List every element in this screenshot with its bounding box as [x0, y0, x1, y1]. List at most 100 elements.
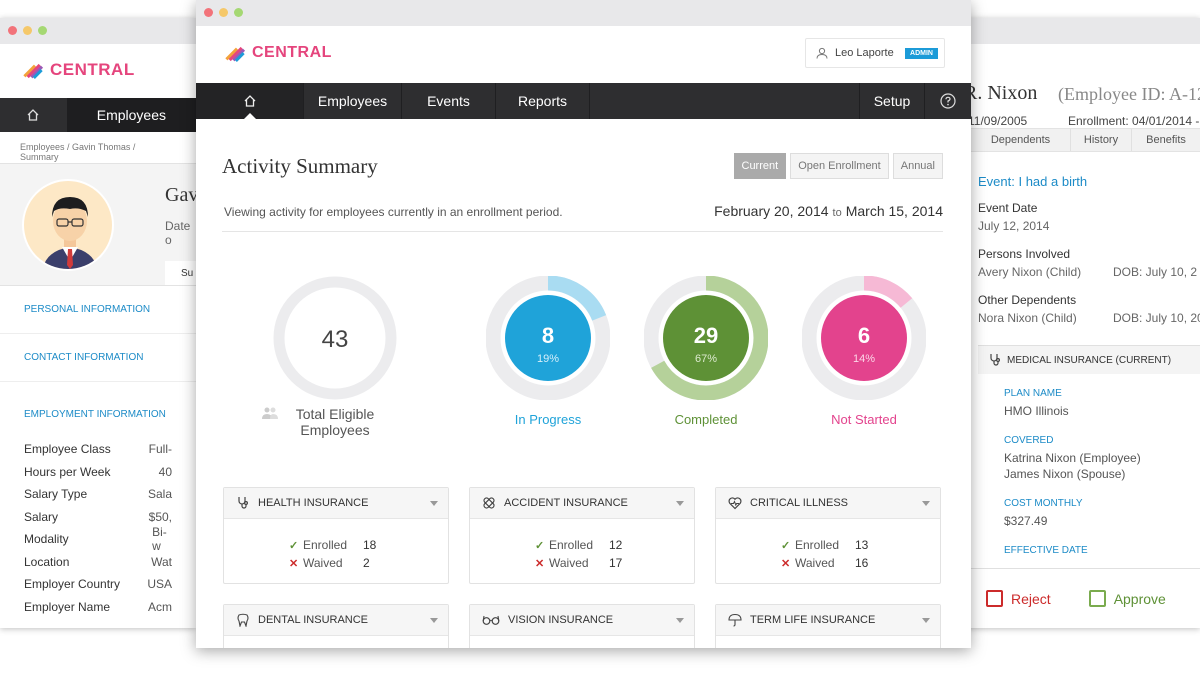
card-health-insurance[interactable]: HEALTH INSURANCE ✓ Enrolled 18 ✕ Waived 2 [223, 487, 449, 584]
completed-percent: 67% [695, 353, 717, 365]
in-progress-label: In Progress [514, 412, 582, 427]
page-title: Activity Summary [222, 154, 378, 178]
date-from: February 20, 2014 [714, 203, 829, 219]
in-progress-percent: 19% [537, 353, 559, 365]
enrolled-count: 13 [855, 538, 869, 552]
close-dot[interactable] [204, 8, 213, 17]
enrolled-label: Enrolled [303, 538, 348, 552]
waived-row: ✕ Waived 16 [716, 554, 940, 572]
bandage-icon [483, 497, 495, 509]
card-vision-insurance[interactable]: VISION INSURANCE [469, 604, 695, 648]
total-label-line2: Employees [300, 422, 370, 438]
section-employment[interactable]: EMPLOYMENT INFORMATION [24, 408, 166, 420]
employment-field-row: Employer Name Acm [0, 596, 196, 619]
tab-dependents[interactable]: Dependents [970, 129, 1070, 151]
event-detail-window: R. Nixon (Employee ID: A-123 11/09/2005 … [960, 18, 1200, 628]
plan-value: HMO Illinois [1004, 404, 1069, 418]
completed-arc [644, 276, 768, 400]
nav-employees[interactable]: Employees [304, 83, 402, 119]
segment-current[interactable]: Current [733, 153, 787, 179]
chevron-down-icon[interactable] [676, 500, 684, 506]
tab-summary[interactable]: Su [165, 261, 196, 285]
waived-count: 17 [609, 556, 623, 570]
nav-reports[interactable]: Reports [496, 83, 590, 119]
central-logo[interactable]: CENTRAL [224, 42, 332, 64]
chevron-down-icon[interactable] [430, 500, 438, 506]
logo-text: CENTRAL [252, 44, 332, 61]
segment-annual[interactable]: Annual [892, 153, 943, 179]
medical-header[interactable]: MEDICAL INSURANCE (CURRENT) [978, 346, 1200, 374]
other-dob: DOB: July 10, 20 [1113, 311, 1200, 325]
user-menu[interactable]: Leo Laporte ADMIN [805, 38, 945, 68]
nav-events[interactable]: Events [402, 83, 496, 119]
chevron-down-icon[interactable] [922, 617, 930, 623]
tooth-icon [237, 613, 249, 627]
home-icon [27, 109, 39, 121]
tab-benefits[interactable]: Benefits [1131, 129, 1200, 151]
nav-home[interactable] [0, 98, 67, 132]
stat-in-progress[interactable]: 8 19% In Progress [485, 276, 611, 427]
central-logo-icon [225, 46, 246, 62]
not-started-percent: 14% [853, 353, 875, 365]
field-label: Salary Type [24, 487, 88, 502]
covered-1: Katrina Nixon (Employee) [1004, 451, 1141, 465]
enrolled-count: 18 [363, 538, 377, 552]
card-title: HEALTH INSURANCE [258, 497, 369, 509]
nav-employees[interactable]: Employees [66, 98, 196, 132]
minimize-dot[interactable] [23, 26, 32, 35]
card-header[interactable]: VISION INSURANCE [470, 605, 694, 636]
event-title[interactable]: Event: I had a birth [978, 174, 1088, 189]
cost-label: COST MONTHLY [1004, 498, 1083, 509]
section-contact[interactable]: CONTACT INFORMATION [0, 334, 196, 382]
stethoscope-icon [990, 354, 1001, 366]
enrolled-row: ✓ Enrolled 18 [224, 536, 448, 554]
nav-setup[interactable]: Setup [859, 83, 925, 119]
x-icon: ✕ [289, 557, 299, 570]
central-logo[interactable]: CENTRAL [22, 59, 135, 81]
nav-home[interactable] [196, 83, 304, 119]
card-title: ACCIDENT INSURANCE [504, 497, 628, 509]
medical-insurance-panel: MEDICAL INSURANCE (CURRENT) PLAN NAME HM… [978, 345, 1200, 556]
help-button[interactable] [925, 83, 971, 119]
chevron-down-icon[interactable] [676, 617, 684, 623]
date-range[interactable]: February 20, 2014 to March 15, 2014 [714, 203, 943, 219]
tab-history[interactable]: History [1070, 129, 1131, 151]
chevron-down-icon[interactable] [430, 617, 438, 623]
card-header[interactable]: TERM LIFE INSURANCE [716, 605, 940, 636]
stat-completed[interactable]: 29 67% Completed [643, 276, 769, 427]
card-accident-insurance[interactable]: ACCIDENT INSURANCE ✓ Enrolled 12 ✕ Waived 17 [469, 487, 695, 584]
reject-button[interactable]: Reject [986, 590, 1051, 607]
field-label: Employee Class [24, 442, 111, 457]
stat-not-started[interactable]: 6 14% Not Started [801, 276, 927, 427]
card-term-life-insurance[interactable]: TERM LIFE INSURANCE [715, 604, 941, 648]
employment-field-row: Hours per Week 40 [0, 461, 196, 484]
date-to-word: to [832, 207, 842, 219]
total-label-line1: Total Eligible [295, 406, 375, 422]
segment-open-enrollment[interactable]: Open Enrollment [790, 153, 889, 179]
viewing-description: Viewing activity for employees currently… [224, 205, 563, 219]
maximize-dot[interactable] [38, 26, 47, 35]
minimize-dot[interactable] [219, 8, 228, 17]
profile-header: Gav Date o Su [0, 164, 196, 286]
card-header[interactable]: CRITICAL ILLNESS [716, 488, 940, 519]
left-titlebar [0, 18, 196, 44]
close-dot[interactable] [8, 26, 17, 35]
card-header[interactable]: DENTAL INSURANCE [224, 605, 448, 636]
maximize-dot[interactable] [234, 8, 243, 17]
field-label: Employer Country [24, 577, 121, 592]
section-personal[interactable]: PERSONAL INFORMATION [0, 286, 196, 334]
chevron-down-icon[interactable] [922, 500, 930, 506]
field-value: Bi-w [152, 525, 167, 554]
not-started-arc [802, 276, 926, 400]
completed-ring: 29 67% [644, 276, 768, 400]
card-header[interactable]: HEALTH INSURANCE [224, 488, 448, 519]
breadcrumb[interactable]: Employees / Gavin Thomas / Summary [0, 132, 196, 164]
x-icon: ✕ [535, 557, 545, 570]
waived-row: ✕ Waived 17 [470, 554, 694, 572]
cost-value: $327.49 [1004, 514, 1048, 528]
card-dental-insurance[interactable]: DENTAL INSURANCE [223, 604, 449, 648]
admin-badge: ADMIN [905, 47, 938, 59]
card-critical-illness[interactable]: CRITICAL ILLNESS ✓ Enrolled 13 ✕ Waived 16 [715, 487, 941, 584]
approve-button[interactable]: Approve [1088, 590, 1166, 607]
card-header[interactable]: ACCIDENT INSURANCE [470, 488, 694, 519]
